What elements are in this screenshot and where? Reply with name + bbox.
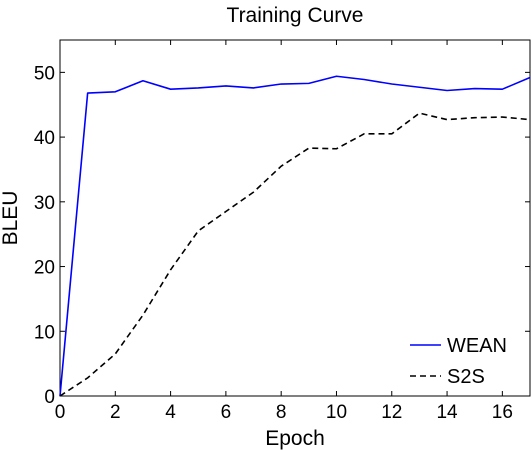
series-line-wean bbox=[59, 75, 531, 397]
y-tick-label: 20 bbox=[34, 258, 55, 279]
y-tick-label: 50 bbox=[34, 63, 55, 84]
x-tick-label: 0 bbox=[55, 402, 66, 423]
series-line-s2s bbox=[59, 112, 531, 397]
x-tick-label: 16 bbox=[492, 402, 513, 423]
y-axis-label: BLEU bbox=[0, 191, 22, 246]
x-tick-label: 8 bbox=[276, 402, 287, 423]
x-tick-label: 6 bbox=[221, 402, 232, 423]
x-axis-label: Epoch bbox=[265, 427, 325, 450]
series-lines bbox=[59, 75, 531, 397]
plot-area-frame bbox=[59, 39, 531, 397]
y-tick-label: 10 bbox=[34, 322, 55, 343]
x-tick-label: 14 bbox=[436, 402, 458, 423]
x-tick-label: 4 bbox=[165, 402, 176, 423]
x-tick-label: 2 bbox=[110, 402, 121, 423]
chart-title: Training Curve bbox=[227, 4, 364, 27]
axis-ticks: 0 2 4 6 8 10 12 14 16 0 10 20 30 40 50 bbox=[34, 40, 530, 423]
legend-label-s2s: S2S bbox=[447, 366, 485, 388]
x-tick-label: 12 bbox=[381, 402, 402, 423]
y-tick-label: 0 bbox=[44, 387, 55, 408]
x-tick-label: 10 bbox=[326, 402, 347, 423]
legend-label-wean: WEAN bbox=[447, 335, 507, 357]
legend: WEAN S2S bbox=[410, 335, 507, 388]
y-tick-label: 40 bbox=[34, 128, 55, 149]
y-tick-label: 30 bbox=[34, 193, 55, 214]
